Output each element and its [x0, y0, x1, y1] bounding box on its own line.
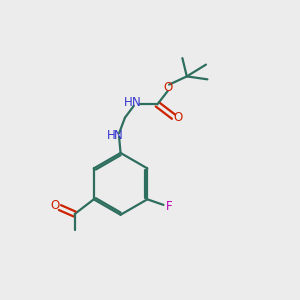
Text: H: H — [124, 96, 133, 110]
Text: N: N — [131, 96, 140, 110]
Text: O: O — [51, 199, 60, 212]
Text: F: F — [166, 200, 173, 214]
Text: H: H — [106, 129, 115, 142]
Text: O: O — [163, 81, 172, 94]
Text: N: N — [114, 129, 123, 142]
Text: O: O — [174, 111, 183, 124]
